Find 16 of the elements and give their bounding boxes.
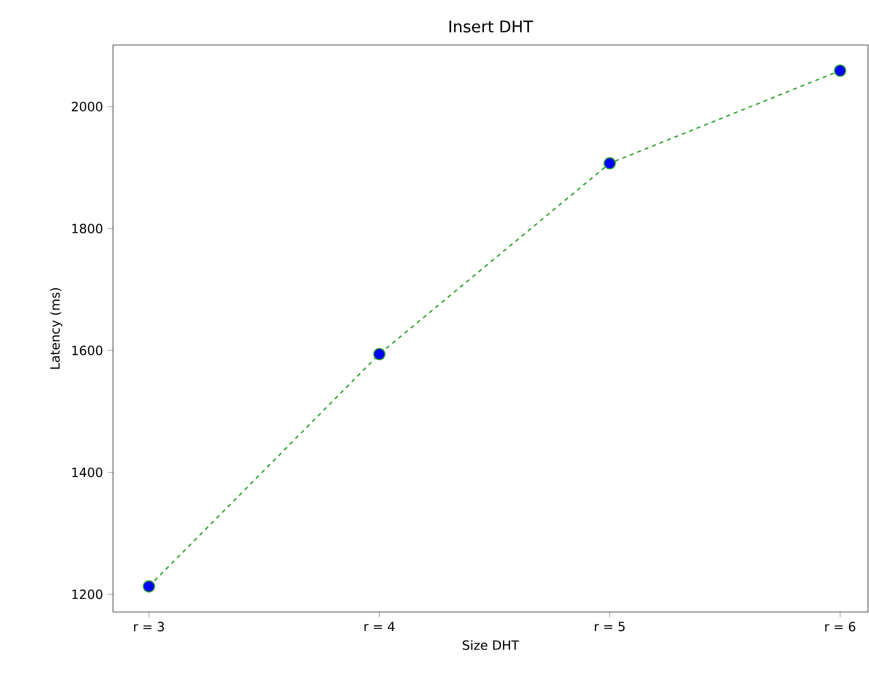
point [834, 64, 846, 77]
point [373, 348, 386, 360]
chart-title: Insert DHT [450, 20, 534, 33]
x-tick-label: r = 6 [825, 622, 856, 632]
y-tick-label: 2000 [72, 102, 102, 112]
y-tick-label: 1800 [72, 224, 102, 234]
y-tick-label: 1400 [72, 468, 102, 478]
x-tick-label: r = 4 [364, 622, 395, 632]
y-tick-label: 1200 [72, 590, 102, 600]
x-tick-label: r = 3 [134, 622, 164, 632]
x-tick-label: r = 5 [594, 622, 625, 632]
y-tick-label: 1600 [72, 346, 102, 356]
point [142, 580, 156, 593]
x-axis-title: Size DHT [462, 640, 520, 650]
point [604, 157, 616, 170]
y-axis-title: Latency (ms) [50, 288, 62, 369]
